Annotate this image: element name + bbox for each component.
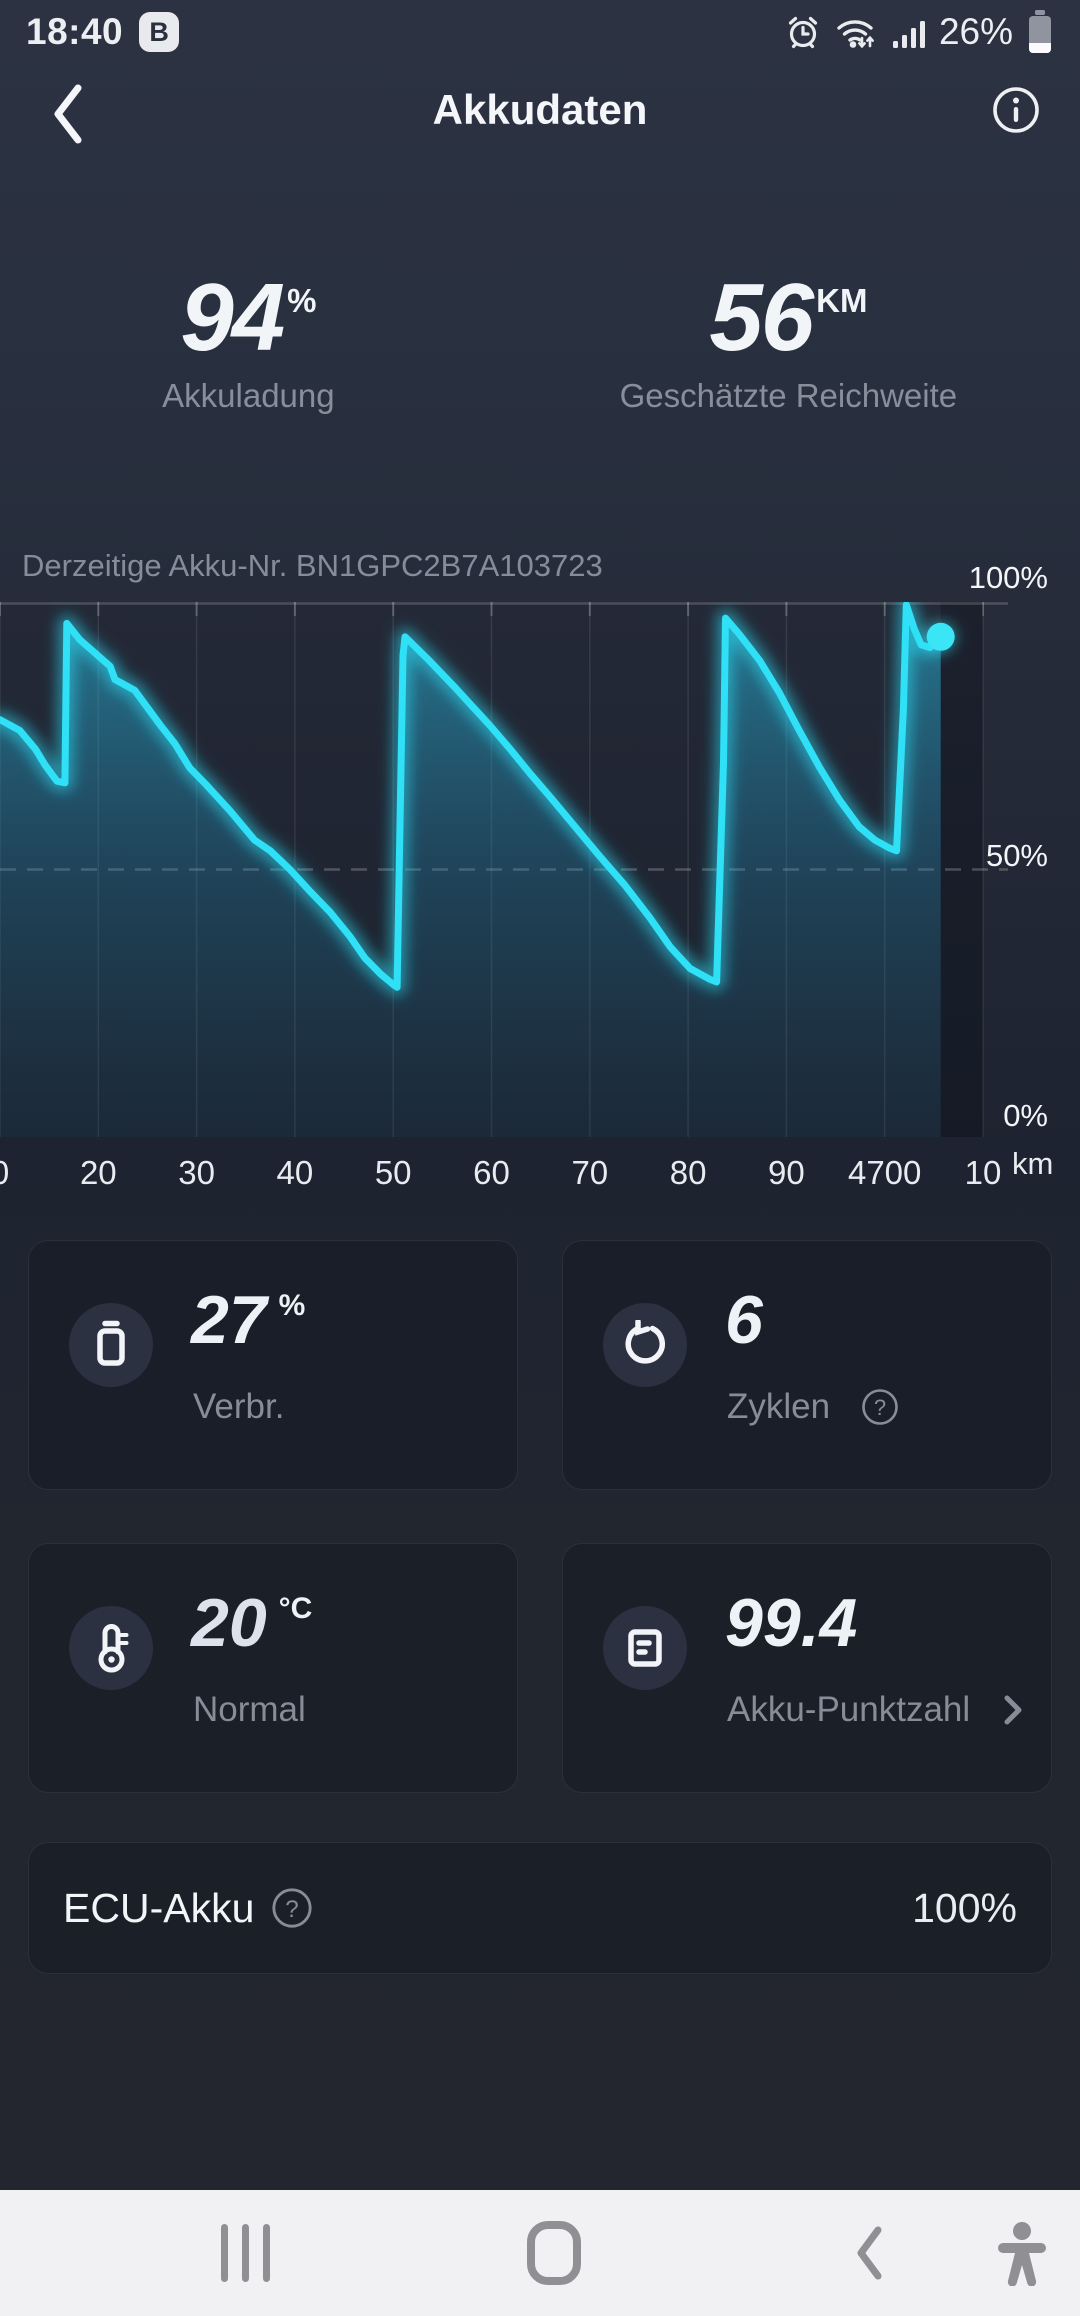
temperature-unit: °C [278, 1592, 313, 1625]
x-axis-tick-label: 50 [374, 1154, 412, 1191]
temperature-value: 20 [191, 1585, 267, 1661]
battery-serial-text: Derzeitige Akku-Nr. BN1GPC2B7A103723 [22, 548, 603, 583]
x-axis-tick-label: 10 [964, 1154, 1002, 1191]
signal-icon [892, 14, 926, 50]
summary-stats: 94 % Akkuladung 56 KM Geschätzte Reichwe… [0, 264, 1080, 468]
header: Akkudaten [0, 64, 1080, 160]
notification-badge-icon: B [139, 12, 180, 52]
battery-icon [1026, 9, 1054, 55]
cycles-card: 6 Zyklen ? [562, 1240, 1052, 1490]
x-axis-tick-label: 70 [571, 1154, 609, 1191]
temperature-card: 20 °C Normal [28, 1543, 518, 1793]
charge-stat: 94 % Akkuladung [0, 264, 497, 468]
x-axis-tick-label: 80 [669, 1154, 707, 1191]
chevron-right-icon[interactable] [1000, 1691, 1026, 1729]
battery-percent-text: 26% [938, 11, 1013, 52]
system-navbar [0, 2190, 1080, 2316]
x-axis-tick-label: 20 [79, 1154, 117, 1191]
charge-unit: % [287, 282, 317, 319]
thermometer-icon [69, 1606, 153, 1690]
x-axis-tick-label: 0 [0, 1154, 9, 1192]
clock-time: 18:40 [26, 11, 124, 52]
svg-text:?: ? [874, 1395, 886, 1420]
ecu-help-icon[interactable]: ? [270, 1886, 314, 1930]
ecu-battery-row: ECU-Akku ? 100% [28, 1842, 1052, 1974]
temperature-status-label: Normal [193, 1690, 306, 1729]
consumption-card: 27 % Verbr. [28, 1240, 518, 1490]
score-value: 99.4 [725, 1585, 858, 1661]
ecu-value: 100% [912, 1884, 1017, 1931]
consumption-unit: % [278, 1289, 306, 1322]
status-bar: 18:40 B [0, 0, 1080, 64]
metric-cards: 27 % Verbr. 6 Zyklen [28, 1240, 1052, 1793]
svg-text:?: ? [286, 1896, 299, 1923]
y-axis-label-50: 50% [985, 838, 1048, 873]
ecu-label: ECU-Akku [63, 1884, 255, 1931]
back-button[interactable] [46, 82, 90, 146]
battery-history-chart [0, 602, 1080, 1137]
charge-value: 94 [180, 264, 285, 371]
alarm-icon [784, 13, 822, 51]
y-axis-label-0: 0% [1003, 1098, 1048, 1133]
y-axis-label-100: 100% [968, 560, 1048, 595]
accessibility-icon[interactable] [962, 2190, 1080, 2316]
consumption-label: Verbr. [193, 1387, 285, 1426]
range-unit: KM [816, 282, 868, 319]
cycles-label: Zyklen [727, 1387, 831, 1426]
battery-icon [69, 1303, 153, 1387]
score-icon [603, 1606, 687, 1690]
x-axis-tick-label: 30 [178, 1154, 215, 1191]
score-label: Akku-Punktzahl [727, 1690, 971, 1729]
wifi-icon [835, 13, 879, 51]
battery-score-card[interactable]: 99.4 Akku-Punktzahl [562, 1543, 1052, 1793]
consumption-value: 27 [191, 1282, 267, 1358]
range-stat: 56 KM Geschätzte Reichweite [497, 264, 1080, 468]
charge-label: Akkuladung [162, 376, 335, 414]
x-axis-unit: km [1012, 1146, 1054, 1181]
x-axis-tick-label: 40 [276, 1154, 314, 1191]
x-axis-tick-label: 90 [768, 1154, 805, 1191]
cycles-value: 6 [725, 1282, 763, 1358]
x-axis-tick-label: 60 [473, 1154, 510, 1191]
info-icon[interactable] [990, 84, 1042, 136]
recents-icon[interactable] [186, 2190, 306, 2316]
range-label: Geschätzte Reichweite [619, 376, 958, 414]
page-title: Akkudaten [432, 86, 648, 133]
cycle-icon [603, 1303, 687, 1387]
x-axis-labels: 0 20 30 40 50 60 70 80 90 4700 10 [0, 1150, 1080, 1196]
cycles-help-icon[interactable]: ? [860, 1387, 900, 1427]
range-value: 56 [709, 264, 814, 371]
home-icon[interactable] [494, 2190, 614, 2316]
x-axis-tick-label: 4700 [847, 1154, 922, 1191]
back-nav-icon[interactable] [808, 2190, 928, 2316]
